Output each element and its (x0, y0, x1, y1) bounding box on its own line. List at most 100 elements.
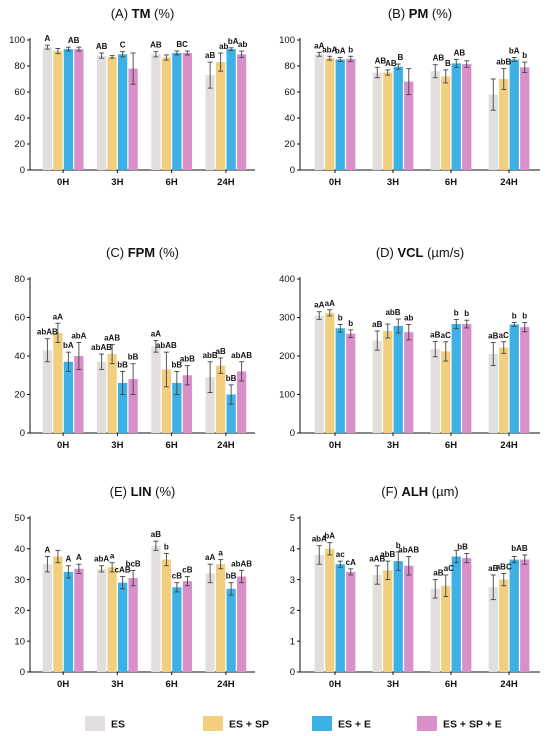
significance-label: bA (324, 532, 335, 541)
bar (226, 49, 236, 170)
bar (346, 571, 356, 672)
legend-swatch (312, 716, 332, 731)
bar (520, 327, 530, 433)
significance-label: b (396, 541, 401, 550)
bar (325, 312, 335, 433)
significance-label: cAB (115, 566, 131, 575)
bar (74, 49, 84, 170)
bar (441, 76, 451, 170)
significance-label: cB (172, 572, 182, 581)
significance-label: aAB (104, 333, 120, 342)
legend-label: ES + SP + E (443, 719, 502, 731)
bar (451, 63, 461, 170)
significance-label: aC (441, 331, 451, 340)
significance-label: aB (430, 330, 440, 339)
significance-label: ab (238, 40, 247, 49)
panel-title-metric: FPM (128, 245, 155, 260)
significance-label: AB (96, 42, 108, 51)
bar (117, 582, 128, 672)
bar (182, 375, 193, 433)
bar (499, 79, 509, 170)
bar (346, 333, 356, 433)
y-tick-label: 40 (14, 113, 25, 124)
panel-title: (B) PM (%) (388, 6, 452, 21)
x-tick-label: 0H (57, 679, 69, 690)
panel-title-unit: (µm/s) (423, 245, 464, 260)
bar (314, 54, 324, 170)
y-tick-label: 5 (290, 513, 295, 524)
chart-panel-4: (D) VCL (µm/s) 0 100 200 300 400 0H 3H 6H 24H aA aA… (279, 245, 540, 451)
bar (151, 545, 161, 672)
bar (383, 330, 393, 433)
y-tick-label: 0 (20, 165, 25, 176)
significance-label: AB (375, 56, 387, 65)
significance-label: abA (94, 555, 109, 564)
significance-label: bB (226, 374, 237, 383)
significance-label: aA (151, 330, 161, 339)
significance-label: abB (385, 308, 400, 317)
y-tick-label: 20 (14, 139, 25, 150)
significance-label: bcB (126, 559, 141, 568)
significance-label: cA (346, 558, 356, 567)
bar (63, 361, 74, 433)
bar (63, 571, 74, 672)
significance-label: b (164, 542, 169, 551)
x-tick-label: 6H (445, 679, 457, 690)
significance-label: ac (336, 550, 345, 559)
bar (462, 558, 472, 672)
bar (372, 72, 382, 170)
y-tick-label: 300 (279, 313, 295, 324)
bar (509, 559, 519, 672)
significance-label: ab (404, 313, 413, 322)
y-tick-label: 0 (290, 667, 295, 678)
significance-label: bA (63, 341, 74, 350)
significance-label: aB (372, 320, 382, 329)
bar (488, 587, 498, 672)
legend-swatch (417, 716, 437, 731)
y-tick-label: 60 (14, 87, 25, 98)
legend-item: ES + SP (203, 716, 269, 731)
significance-label: AB (433, 54, 445, 63)
bar (430, 71, 440, 170)
panel-title-unit: (µm) (428, 484, 459, 499)
bar (383, 72, 393, 170)
legend-label: ES + E (338, 719, 371, 731)
bar (96, 361, 107, 433)
bar (53, 556, 63, 672)
significance-label: bB (457, 542, 468, 551)
bar (499, 347, 509, 433)
significance-label: a (218, 549, 223, 558)
bar (520, 67, 530, 170)
bar (96, 568, 107, 672)
legend-item: ES + SP + E (417, 716, 502, 731)
significance-label: aA (314, 41, 324, 50)
significance-label: abAB (231, 351, 252, 360)
significance-label: B (397, 53, 403, 62)
x-tick-label: 24H (217, 440, 235, 451)
panel-title-prefix: (B) (388, 6, 409, 21)
y-tick-label: 80 (284, 61, 295, 72)
bar (151, 346, 161, 433)
significance-label: b (522, 51, 527, 60)
significance-label: b (338, 313, 343, 322)
y-tick-label: 60 (14, 313, 25, 324)
legend-label: ES + SP (229, 719, 269, 731)
y-tick-label: 2 (290, 606, 295, 617)
significance-label: AB (385, 59, 397, 68)
panel-title-unit: (%) (155, 245, 179, 260)
panel-title: (D) VCL (µm/s) (376, 245, 464, 260)
significance-label: bB (172, 360, 183, 369)
significance-label: aA (325, 299, 335, 308)
significance-label: b (348, 319, 353, 328)
bar (53, 51, 63, 170)
significance-label: abAB (37, 328, 58, 337)
significance-label: bA (228, 37, 239, 46)
significance-label: aA (314, 301, 324, 310)
bar (520, 559, 530, 672)
x-tick-label: 0H (57, 440, 69, 451)
panel-title-prefix: (D) (376, 245, 398, 260)
